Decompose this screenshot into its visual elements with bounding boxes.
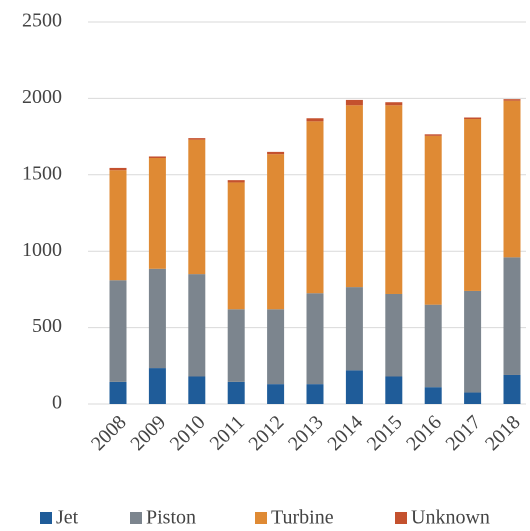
- x-tick-label: 2013: [284, 411, 328, 455]
- x-tick-label: 2016: [402, 411, 446, 455]
- legend-label: Piston: [146, 507, 196, 529]
- bar-segment: [345, 287, 363, 371]
- bar-segment: [503, 99, 521, 101]
- bar-segment: [188, 274, 206, 377]
- bar-segment: [306, 293, 324, 385]
- x-tick-label: 2010: [166, 411, 210, 455]
- bar-segment: [306, 118, 324, 122]
- bar-segment: [188, 139, 206, 275]
- legend-swatch: [40, 512, 52, 524]
- x-tick-label: 2009: [126, 411, 170, 455]
- x-tick-label: 2008: [87, 411, 131, 455]
- bar-segment: [267, 154, 285, 310]
- bar-segment: [345, 370, 363, 404]
- x-tick-label: 2012: [245, 411, 289, 455]
- bar-segment: [464, 117, 482, 120]
- y-tick-label: 500: [32, 315, 62, 337]
- x-tick-label: 2017: [442, 411, 486, 455]
- bar-segment: [306, 121, 324, 294]
- bar-segment: [306, 384, 324, 404]
- bar-segment: [188, 138, 206, 140]
- bar-segment: [109, 167, 127, 171]
- x-tick-label: 2011: [206, 411, 249, 454]
- bar-segment: [385, 376, 403, 404]
- bar-segment: [148, 368, 166, 404]
- legend-label: Turbine: [271, 507, 334, 529]
- bar-segment: [424, 135, 442, 305]
- bar-segment: [464, 392, 482, 404]
- bar-segment: [109, 170, 127, 281]
- bar-segment: [227, 180, 245, 183]
- bar-segment: [503, 257, 521, 375]
- bar-segment: [148, 157, 166, 269]
- bar-segment: [267, 384, 285, 404]
- x-tick-label: 2018: [481, 411, 525, 455]
- bar-segment: [109, 381, 127, 404]
- bar-segment: [464, 290, 482, 393]
- bar-segment: [267, 151, 285, 155]
- bar-segment: [345, 99, 363, 106]
- bar-segment: [227, 381, 245, 404]
- bar-segment: [188, 376, 206, 404]
- bar-segment: [267, 309, 285, 385]
- bar-segment: [503, 100, 521, 258]
- y-tick-label: 1500: [22, 162, 62, 184]
- y-tick-label: 2000: [22, 86, 62, 108]
- bar-segment: [109, 280, 127, 382]
- bar-segment: [385, 102, 403, 106]
- y-tick-label: 1000: [22, 239, 62, 261]
- bar-segment: [424, 387, 442, 404]
- x-tick-label: 2014: [323, 411, 367, 455]
- y-tick-label: 2500: [22, 10, 62, 32]
- legend-swatch: [395, 512, 407, 524]
- y-tick-label: 0: [52, 392, 62, 414]
- bar-segment: [148, 156, 166, 158]
- bar-segment: [424, 134, 442, 136]
- bar-segment: [424, 304, 442, 388]
- bar-segment: [464, 119, 482, 291]
- legend-swatch: [130, 512, 142, 524]
- bar-segment: [385, 105, 403, 294]
- bar-segment: [345, 105, 363, 288]
- bar-segment: [503, 374, 521, 404]
- legend-swatch: [255, 512, 267, 524]
- bar-segment: [227, 182, 245, 310]
- bar-segment: [148, 268, 166, 369]
- legend-label: Jet: [56, 507, 79, 529]
- bar-segment: [385, 293, 403, 377]
- bar-segment: [227, 309, 245, 382]
- x-tick-label: 2015: [363, 411, 407, 455]
- legend-label: Unknown: [411, 507, 490, 529]
